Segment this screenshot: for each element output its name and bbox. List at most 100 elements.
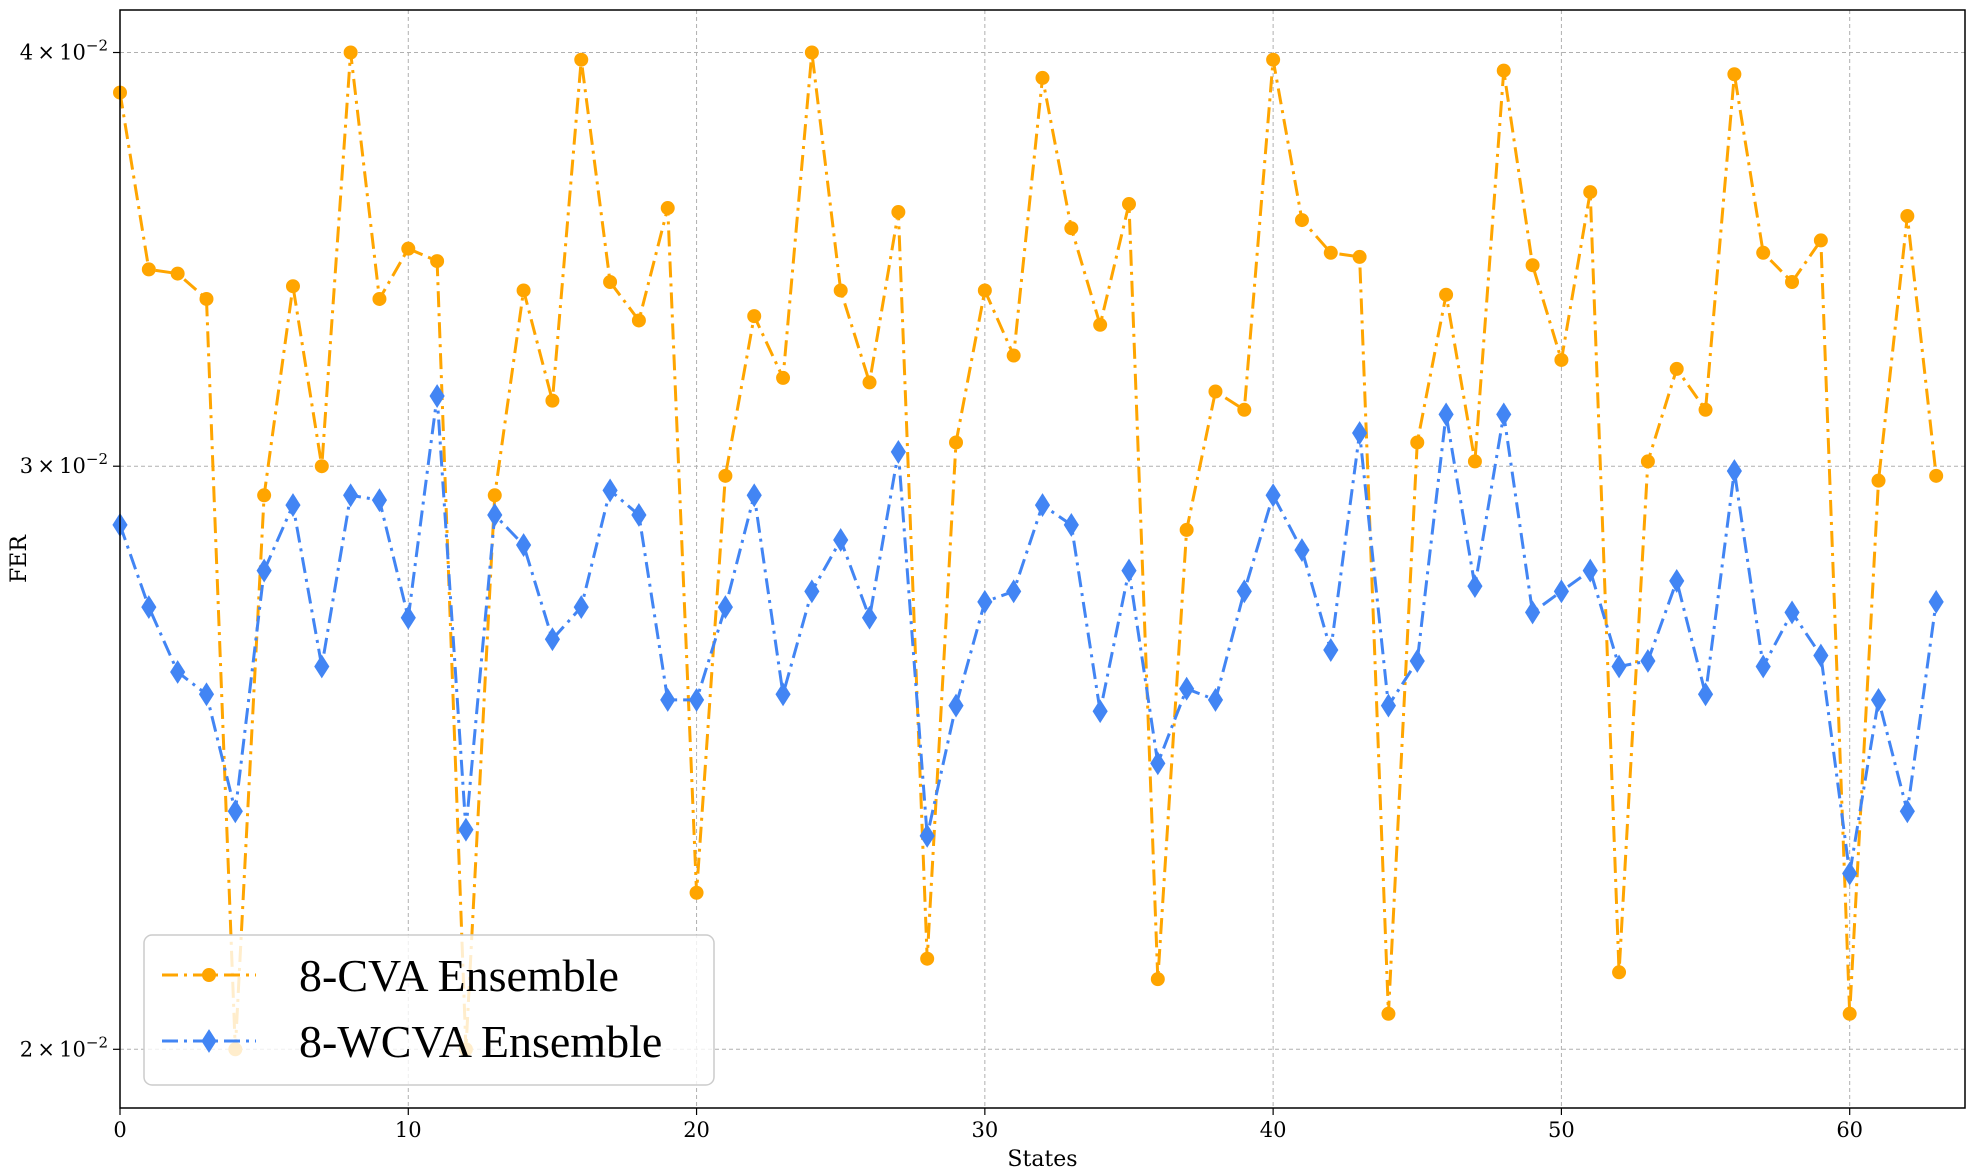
data-point [1179,522,1194,537]
data-point [1467,454,1482,469]
x-tick-label: 30 [971,1118,998,1142]
data-point [1467,574,1483,599]
y-tick-label: 4 × 10−2 [20,37,108,65]
data-point [833,283,848,298]
x-axis-label: States [1007,1147,1077,1172]
data-point [401,241,416,256]
data-point [747,309,762,324]
data-point [1265,483,1281,508]
data-point [1352,249,1367,264]
data-point [1496,63,1511,78]
data-point [1697,682,1714,707]
data-point [1756,245,1771,260]
data-point [1554,352,1569,367]
data-point [1899,799,1915,824]
data-point [1093,317,1108,332]
data-point [1294,538,1310,563]
data-point [1237,402,1252,417]
data-point [1063,512,1079,537]
data-point [199,291,214,306]
y-axis-label: FER [7,534,32,583]
data-point [544,627,561,652]
data-point [804,45,819,60]
data-point [256,558,272,583]
data-point [1582,558,1598,583]
data-point [833,528,849,552]
data-point [1929,468,1944,483]
data-point [1755,654,1771,679]
data-point [890,439,906,464]
data-point [1784,600,1800,625]
data-point [1727,67,1742,82]
data-point [746,483,762,508]
data-point [919,823,935,848]
data-point [891,205,906,220]
x-tick-label: 20 [683,1118,710,1142]
data-point [1842,861,1858,886]
data-point [516,283,531,298]
data-point [660,201,675,216]
data-point [1438,402,1454,427]
data-point [371,488,388,513]
data-point [861,605,878,630]
data-point [862,375,877,390]
data-point [1612,965,1627,980]
data-point [400,605,416,630]
data-point [1553,579,1569,604]
data-point [1669,361,1684,376]
data-point [1323,245,1338,260]
data-point [257,488,272,503]
data-point [1611,654,1627,679]
data-point [804,579,820,604]
data-point [198,682,215,707]
data-point [1871,473,1886,488]
data-point [1266,52,1281,67]
data-point [1035,70,1050,85]
legend-entry: 8-CVA Ensemble [162,950,619,1001]
data-point [1524,600,1541,625]
data-point [516,533,532,557]
data-point [977,589,993,614]
data-point [1640,454,1655,469]
legend: 8-CVA Ensemble 8-WCVA Ensemble [143,934,715,1086]
data-point [458,817,474,842]
x-tick-label: 0 [113,1118,126,1142]
data-point [1583,185,1598,200]
data-point [574,52,589,67]
data-point [1726,459,1742,483]
data-point [573,595,589,620]
data-point [1525,258,1540,273]
data-point [977,283,992,298]
data-point [1150,972,1165,987]
data-point [170,266,185,281]
data-point [718,468,733,483]
data-point [1813,233,1828,248]
series-line [118,394,1938,876]
legend-box [143,934,715,1086]
legend-label: 8-WCVA Ensemble [299,1016,662,1067]
data-point [343,483,359,508]
legend-entry: 8-WCVA Ensemble [162,1016,662,1067]
grid [119,10,1965,1108]
data-point [1842,1006,1857,1021]
y-tick-label: 2 × 10−2 [20,1033,108,1061]
data-point [1208,384,1223,399]
data-point [1236,579,1252,604]
data-point [430,254,445,269]
data-point [285,279,300,294]
data-point [1150,751,1166,776]
series-wcva [112,384,1944,886]
data-point [776,370,791,385]
data-point [227,799,243,824]
data-point [487,488,502,503]
data-point [1207,687,1224,712]
data-point [1323,638,1339,662]
x-tick-label: 50 [1548,1118,1575,1142]
series-layer [112,45,1944,1057]
data-point [1352,421,1368,445]
data-point [631,503,647,527]
data-point [314,459,329,474]
data-point [1496,402,1512,427]
